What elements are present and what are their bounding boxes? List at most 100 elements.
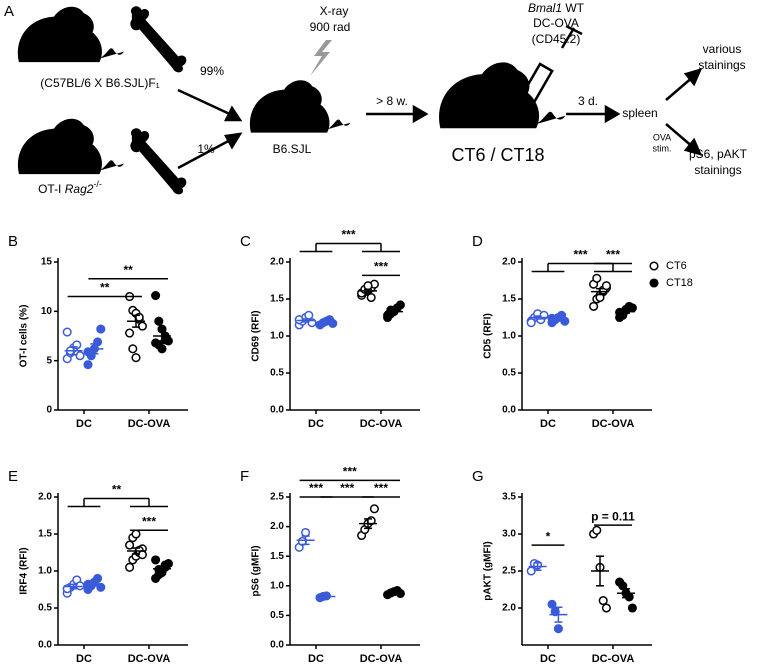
legend-marker: [649, 278, 659, 288]
stim-label: stim.: [653, 143, 672, 153]
data-point: [125, 328, 135, 338]
y-tick-label: 10: [41, 306, 53, 317]
y-tick-label: 1.0: [270, 331, 284, 342]
y-tick-label: 5: [46, 355, 52, 366]
ratio-label: 1%: [197, 142, 215, 156]
y-tick-label: 2.0: [270, 257, 284, 268]
data-point: [96, 324, 106, 334]
y-axis-label: OT-I cells (%): [19, 305, 30, 368]
outcome-label: pS6, pAKT: [689, 147, 748, 161]
mouse-icon: [439, 62, 566, 129]
arrow-head: [683, 137, 703, 156]
y-tick-label: 2.0: [502, 603, 516, 614]
outcome-label: stainings: [698, 58, 745, 72]
x-tick-label: DC-OVA: [128, 653, 171, 665]
y-axis-label: CD69 (RFI): [251, 310, 262, 361]
significance-label: p = 0.11: [591, 509, 635, 523]
panel-label: F: [240, 468, 249, 485]
y-tick-label: 1.0: [502, 331, 516, 342]
x-tick-label: DC: [76, 418, 92, 430]
panel-label: A: [4, 3, 14, 20]
y-tick-label: 2.5: [270, 492, 284, 503]
data-point: [131, 353, 141, 363]
y-tick-label: 0.5: [270, 610, 284, 621]
significance-label: ***: [573, 248, 587, 262]
data-point: [598, 596, 608, 606]
y-tick-label: 2.0: [38, 492, 52, 503]
data-point: [601, 281, 611, 291]
schematic: A CD45.1/2 (C57BL/6 X B6.SJL)F₁ CD45.2 O…: [4, 1, 748, 196]
y-axis-label: pAKT (gMFI): [483, 541, 494, 600]
data-point: [125, 540, 135, 550]
time-label: > 8 w.: [376, 94, 408, 108]
x-tick-label: DC: [308, 653, 324, 665]
x-tick-label: DC-OVA: [128, 418, 171, 430]
data-point: [627, 603, 637, 613]
arrow: [177, 88, 235, 118]
significance-label: ***: [309, 481, 323, 495]
time-label: 3 d.: [578, 94, 598, 108]
x-tick-label: DC: [308, 418, 324, 430]
data-point: [83, 347, 93, 357]
y-tick-label: 3.5: [502, 492, 516, 503]
y-tick-label: 0.0: [270, 640, 284, 651]
arrow-head: [412, 104, 429, 124]
significance-label: ***: [340, 481, 354, 495]
data-point: [131, 529, 141, 539]
donor-label: CD45.2: [50, 152, 91, 166]
y-tick-label: 1.5: [502, 294, 516, 305]
legend-label: CT6: [666, 260, 687, 272]
y-tick-label: 1.0: [270, 580, 284, 591]
data-point: [151, 555, 161, 565]
syringe-icon: [516, 24, 583, 110]
panel-label: G: [472, 468, 484, 485]
y-tick-label: 3.0: [502, 529, 516, 540]
y-tick-label: 1.5: [270, 294, 284, 305]
x-tick-label: DC: [540, 653, 556, 665]
gene-name: Rag2: [65, 182, 94, 196]
data-point: [601, 603, 611, 613]
lightning-icon: [310, 40, 332, 76]
legend-marker: [649, 261, 659, 271]
xray-dose: 900 rad: [310, 20, 351, 34]
arrow: [177, 136, 235, 170]
genotype: WT: [562, 1, 585, 15]
y-tick-label: 0.0: [38, 640, 52, 651]
y-tick-label: 1.5: [38, 529, 52, 540]
y-tick-label: 2.0: [270, 521, 284, 532]
strain-prefix: OT-I: [38, 182, 61, 196]
y-tick-label: 1.0: [38, 566, 52, 577]
xray-label: X-ray: [320, 4, 349, 18]
significance-label: **: [100, 281, 110, 295]
x-tick-label: DC: [540, 418, 556, 430]
significance-label: ***: [341, 228, 355, 242]
x-tick-label: DC-OVA: [592, 418, 635, 430]
data-point: [125, 562, 135, 572]
stim-label: OVA: [653, 132, 671, 142]
y-tick-label: 0.0: [502, 405, 516, 416]
y-tick-label: 0.5: [38, 603, 52, 614]
x-tick-label: DC: [76, 653, 92, 665]
inject-label: Bmal1 WT: [528, 1, 585, 15]
data-point: [128, 344, 138, 354]
data-point: [304, 310, 314, 320]
data-point: [137, 321, 147, 331]
x-tick-label: DC-OVA: [360, 418, 403, 430]
data-point: [62, 327, 72, 337]
bone-icon: [130, 6, 187, 73]
strain-label: (C57BL/6 X B6.SJL)F₁: [40, 76, 159, 90]
outcome-label: various: [703, 42, 742, 56]
y-tick-label: 0.5: [502, 368, 516, 379]
x-tick-label: DC-OVA: [360, 653, 403, 665]
gene-name: Bmal1: [528, 1, 562, 15]
data-point: [592, 525, 602, 535]
data-point: [592, 273, 602, 283]
panel-label: D: [472, 233, 483, 250]
data-point: [547, 599, 557, 609]
data-point: [93, 573, 103, 583]
significance-label: ***: [343, 465, 357, 479]
donor-label: CD45.1/2: [45, 40, 96, 54]
